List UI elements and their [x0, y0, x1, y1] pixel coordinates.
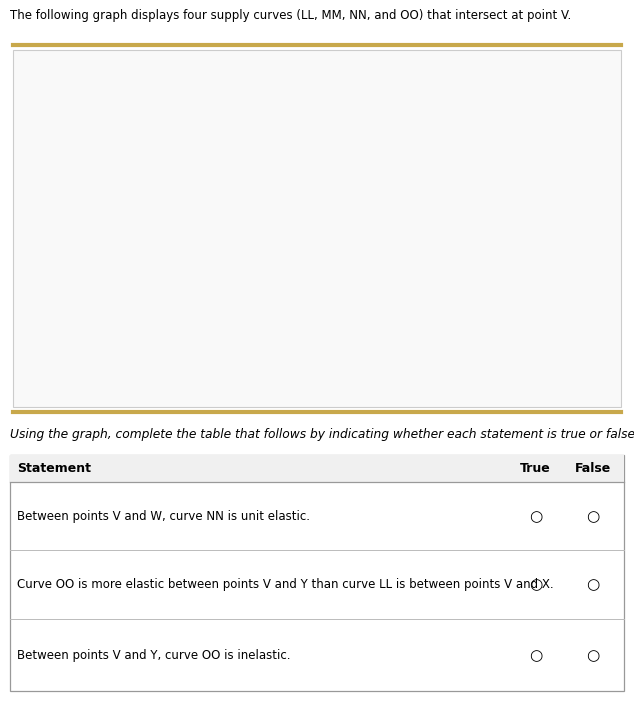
Text: M: M: [512, 198, 522, 211]
Text: Y: Y: [367, 173, 374, 186]
Text: L: L: [217, 302, 224, 315]
Text: False: False: [574, 462, 611, 475]
Text: Using the graph, complete the table that follows by indicating whether each stat: Using the graph, complete the table that…: [10, 428, 634, 441]
Text: True: True: [521, 462, 551, 475]
Text: M: M: [82, 198, 93, 211]
Text: N: N: [319, 84, 327, 97]
Text: Statement: Statement: [17, 462, 91, 475]
Text: N: N: [319, 334, 327, 347]
Text: Between points V and W, curve NN is unit elastic.: Between points V and W, curve NN is unit…: [17, 510, 310, 523]
Text: The following graph displays four supply curves (LL, MM, NN, and OO) that inters: The following graph displays four supply…: [10, 9, 571, 22]
Text: ?: ?: [577, 55, 585, 68]
Text: Z: Z: [367, 219, 375, 232]
Y-axis label: PRICE (Dollars per unit): PRICE (Dollars per unit): [27, 145, 40, 284]
Text: ○: ○: [529, 648, 542, 662]
Text: Between points V and Y, curve OO is inelastic.: Between points V and Y, curve OO is inel…: [17, 649, 290, 662]
X-axis label: QUANTITY (Units): QUANTITY (Units): [262, 383, 365, 396]
Text: ○: ○: [529, 509, 542, 523]
Text: L: L: [401, 111, 407, 124]
Text: O: O: [160, 272, 169, 286]
Text: ○: ○: [586, 577, 599, 592]
Text: O: O: [458, 143, 468, 156]
Text: W: W: [249, 153, 261, 166]
Text: V: V: [299, 197, 307, 210]
Text: ○: ○: [529, 577, 542, 592]
Text: ○: ○: [586, 648, 599, 662]
Text: X: X: [353, 148, 360, 161]
Text: ○: ○: [586, 509, 599, 523]
Text: Curve OO is more elastic between points V and Y than curve LL is between points : Curve OO is more elastic between points …: [17, 578, 553, 591]
